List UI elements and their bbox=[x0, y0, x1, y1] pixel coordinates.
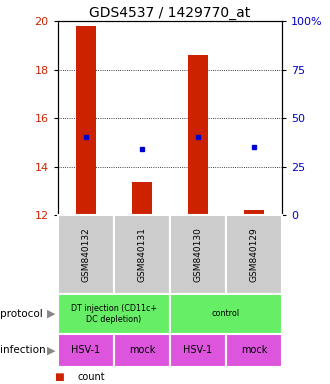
Bar bbox=[132, 182, 152, 215]
Bar bbox=[244, 210, 264, 215]
Text: HSV-1: HSV-1 bbox=[183, 345, 213, 356]
Text: GSM840129: GSM840129 bbox=[249, 227, 259, 282]
Text: GSM840132: GSM840132 bbox=[81, 227, 90, 282]
Bar bbox=[76, 26, 96, 215]
Text: mock: mock bbox=[129, 345, 155, 356]
Text: ▶: ▶ bbox=[47, 345, 55, 356]
Text: DT injection (CD11c+
DC depletion): DT injection (CD11c+ DC depletion) bbox=[71, 304, 157, 324]
Text: GSM840131: GSM840131 bbox=[137, 227, 147, 282]
Title: GDS4537 / 1429770_at: GDS4537 / 1429770_at bbox=[89, 6, 250, 20]
Text: HSV-1: HSV-1 bbox=[71, 345, 100, 356]
Text: ■: ■ bbox=[54, 372, 64, 382]
Bar bbox=[188, 55, 208, 215]
Text: ▶: ▶ bbox=[47, 309, 55, 319]
Text: GSM840130: GSM840130 bbox=[193, 227, 203, 282]
Text: protocol: protocol bbox=[0, 309, 43, 319]
Text: control: control bbox=[212, 310, 240, 318]
Text: count: count bbox=[78, 372, 105, 382]
Text: infection: infection bbox=[0, 345, 46, 356]
Text: mock: mock bbox=[241, 345, 267, 356]
